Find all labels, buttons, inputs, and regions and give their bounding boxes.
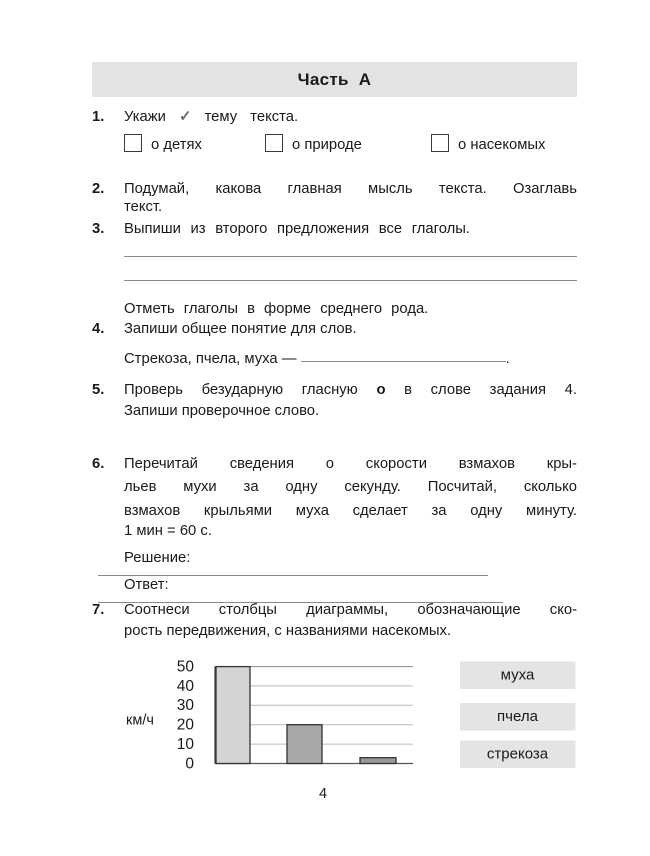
- svg-text:муха: муха: [501, 667, 535, 684]
- svg-text:0: 0: [185, 755, 194, 772]
- svg-text:стрекоза: стрекоза: [487, 746, 549, 763]
- svg-text:50: 50: [177, 659, 195, 676]
- svg-text:км/ч: км/ч: [126, 713, 154, 729]
- svg-text:40: 40: [177, 678, 195, 695]
- svg-text:4: 4: [319, 786, 327, 802]
- svg-text:пчела: пчела: [497, 708, 539, 725]
- svg-text:20: 20: [177, 717, 195, 734]
- svg-text:30: 30: [177, 697, 195, 714]
- svg-text:10: 10: [177, 736, 195, 753]
